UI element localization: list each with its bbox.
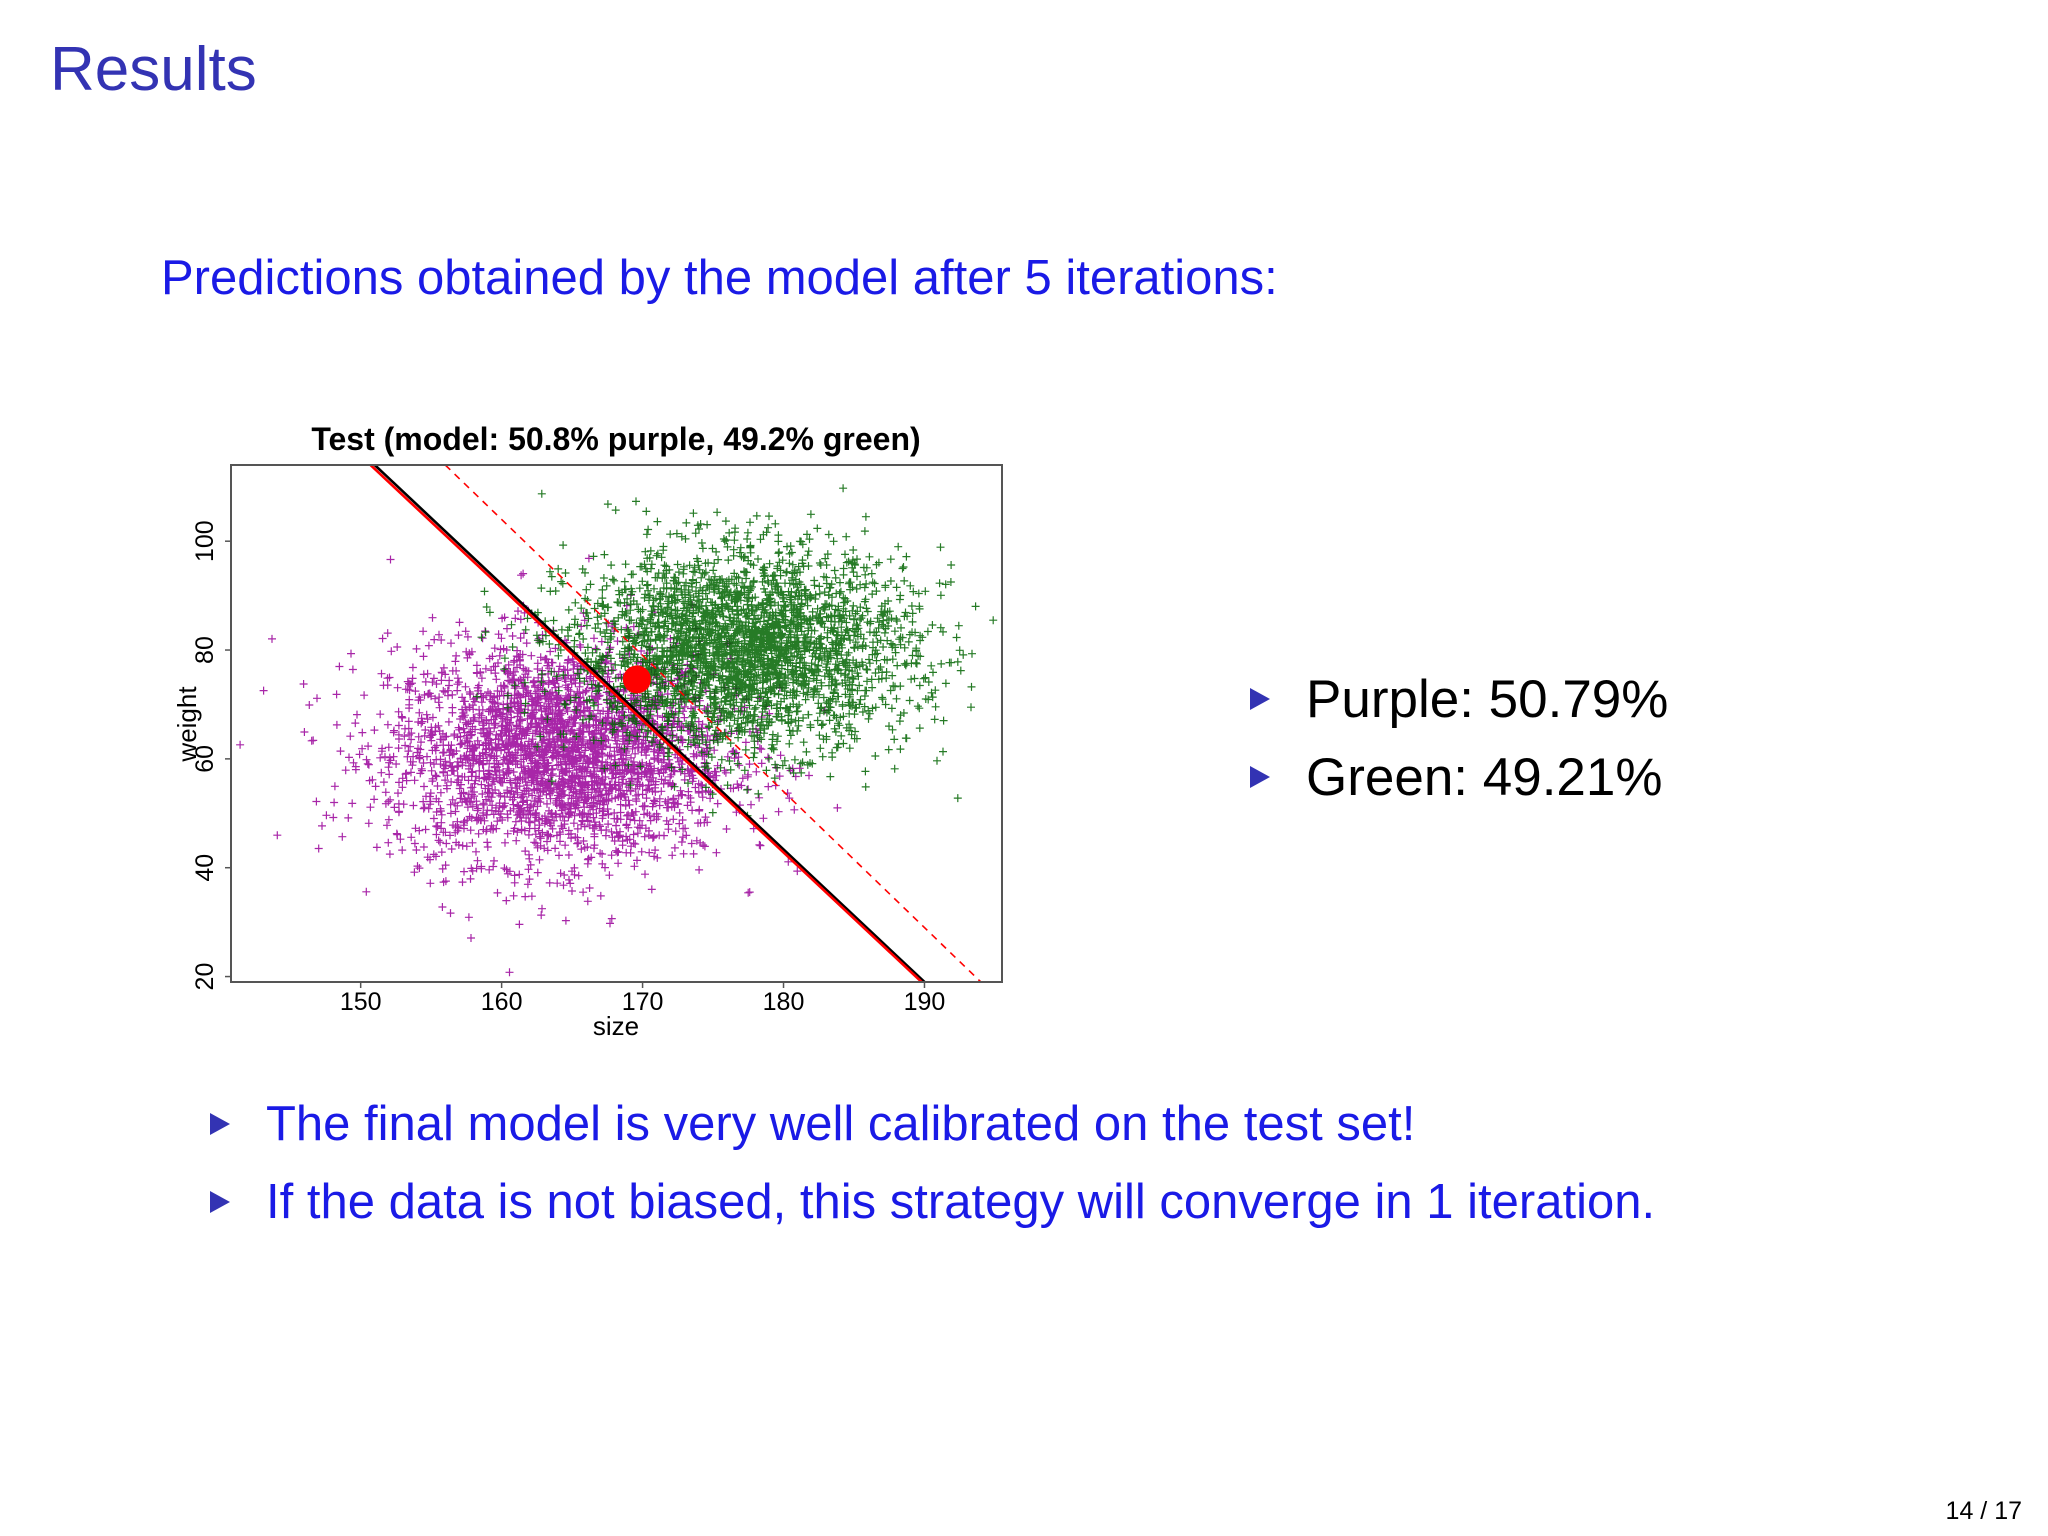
y-tick-label: 80 bbox=[191, 636, 219, 664]
bullet-triangle-icon bbox=[210, 1191, 230, 1213]
slide-title: Results bbox=[50, 35, 257, 104]
bullet-triangle-icon bbox=[210, 1113, 230, 1135]
x-tick-label: 190 bbox=[904, 988, 946, 1016]
x-tick-label: 170 bbox=[622, 988, 664, 1016]
conclusion-item: The final model is very well calibrated … bbox=[210, 1085, 1655, 1163]
x-tick-label: 160 bbox=[481, 988, 523, 1016]
y-tick-label: 40 bbox=[191, 854, 219, 882]
bullet-triangle-icon bbox=[1250, 688, 1270, 710]
series-green-points bbox=[473, 484, 998, 820]
chart-title: Test (model: 50.8% purple, 49.2% green) bbox=[311, 421, 920, 457]
intro-text: Predictions obtained by the model after … bbox=[161, 251, 1278, 305]
result-label: Green: 49.21% bbox=[1306, 747, 1663, 807]
x-tick-label: 150 bbox=[340, 988, 382, 1016]
result-item-green: Green: 49.21% bbox=[1250, 738, 1668, 816]
y-tick-label: 100 bbox=[191, 520, 219, 562]
conclusion-item: If the data is not biased, this strategy… bbox=[210, 1163, 1655, 1241]
conclusions-list: The final model is very well calibrated … bbox=[210, 1085, 1655, 1241]
plot-lines bbox=[369, 464, 982, 983]
plot-frame bbox=[230, 464, 1003, 983]
result-label: Purple: 50.79% bbox=[1306, 669, 1669, 729]
x-axis-label: size bbox=[593, 1011, 639, 1041]
plot-highlight bbox=[622, 665, 651, 694]
bullet-triangle-icon bbox=[1250, 766, 1270, 788]
decision-line-3 bbox=[444, 464, 982, 983]
conclusion-text: The final model is very well calibrated … bbox=[266, 1097, 1416, 1151]
decision-line-1 bbox=[373, 464, 926, 983]
x-tick-label: 180 bbox=[763, 988, 805, 1016]
plot-points bbox=[236, 484, 998, 977]
y-tick-label: 20 bbox=[191, 963, 219, 991]
conclusion-text: If the data is not biased, this strategy… bbox=[266, 1175, 1656, 1229]
model-results-list: Purple: 50.79% Green: 49.21% bbox=[1250, 660, 1668, 816]
y-tick-label: 60 bbox=[191, 745, 219, 773]
axis-ticks: 150 160 170 180 190 20 40 60 80 100 bbox=[191, 520, 945, 1016]
y-axis-label: weight bbox=[172, 686, 202, 763]
highlight-point bbox=[622, 665, 651, 694]
page-number: 14 / 17 bbox=[1945, 1497, 2022, 1525]
result-item-purple: Purple: 50.79% bbox=[1250, 660, 1668, 738]
decision-line-2 bbox=[369, 464, 923, 983]
